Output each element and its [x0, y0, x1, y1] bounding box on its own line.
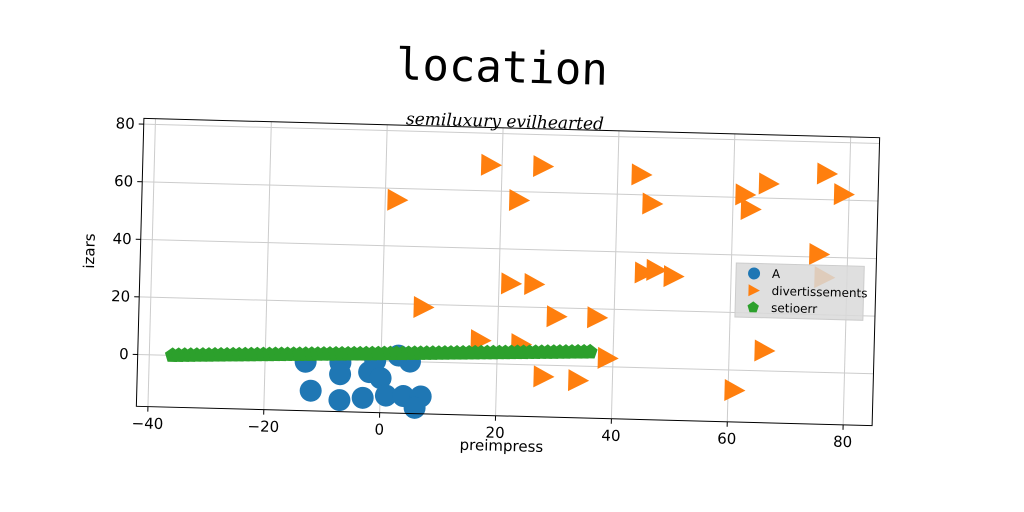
y-tick-label: 0 — [119, 345, 129, 363]
y-tick-label: 80 — [115, 114, 135, 132]
data-point — [533, 155, 554, 178]
x-gridline — [496, 128, 504, 416]
legend-label: A — [772, 267, 781, 281]
x-tick-label: −40 — [131, 414, 163, 433]
data-point — [387, 189, 408, 212]
data-point — [642, 193, 663, 216]
data-point — [724, 379, 745, 402]
data-point — [413, 296, 434, 319]
data-point — [663, 265, 684, 288]
data-point — [741, 198, 762, 221]
data-point — [598, 347, 619, 370]
data-point — [754, 339, 775, 362]
x-gridline — [148, 119, 156, 407]
data-point — [834, 183, 855, 206]
data-point — [509, 189, 530, 212]
x-tick-label: 40 — [601, 427, 621, 445]
data-point — [501, 272, 522, 295]
data-point — [546, 305, 567, 328]
legend-label: divertissements — [771, 284, 867, 301]
data-point — [351, 387, 374, 410]
x-tick-label: 60 — [717, 430, 737, 448]
y-gridline — [141, 239, 877, 258]
data-point — [809, 243, 830, 266]
data-point — [587, 306, 608, 329]
data-point — [568, 369, 589, 392]
x-tick-label: 0 — [374, 421, 384, 439]
chart-title: location — [395, 39, 608, 96]
y-tick-label: 60 — [114, 172, 134, 190]
x-gridline — [264, 122, 272, 410]
data-point — [533, 365, 554, 388]
x-tick-label: 80 — [833, 433, 853, 451]
y-tick-label: 20 — [111, 287, 131, 305]
data-point — [817, 163, 838, 186]
y-tick-label: 40 — [112, 230, 132, 248]
data-point — [631, 163, 652, 186]
data-point — [524, 273, 545, 296]
x-axis-label: preimpress — [459, 436, 543, 456]
chart-subtitle: semiluxury evilhearted — [406, 109, 605, 134]
data-point — [299, 379, 322, 402]
legend-label: setioerr — [771, 301, 817, 316]
data-point — [328, 389, 351, 412]
data-point — [759, 173, 780, 196]
x-gridline — [727, 134, 735, 422]
data-point — [481, 154, 502, 177]
x-gridline — [611, 131, 619, 419]
x-tick-label: −20 — [247, 417, 279, 436]
y-axis-label: izars — [80, 233, 99, 269]
